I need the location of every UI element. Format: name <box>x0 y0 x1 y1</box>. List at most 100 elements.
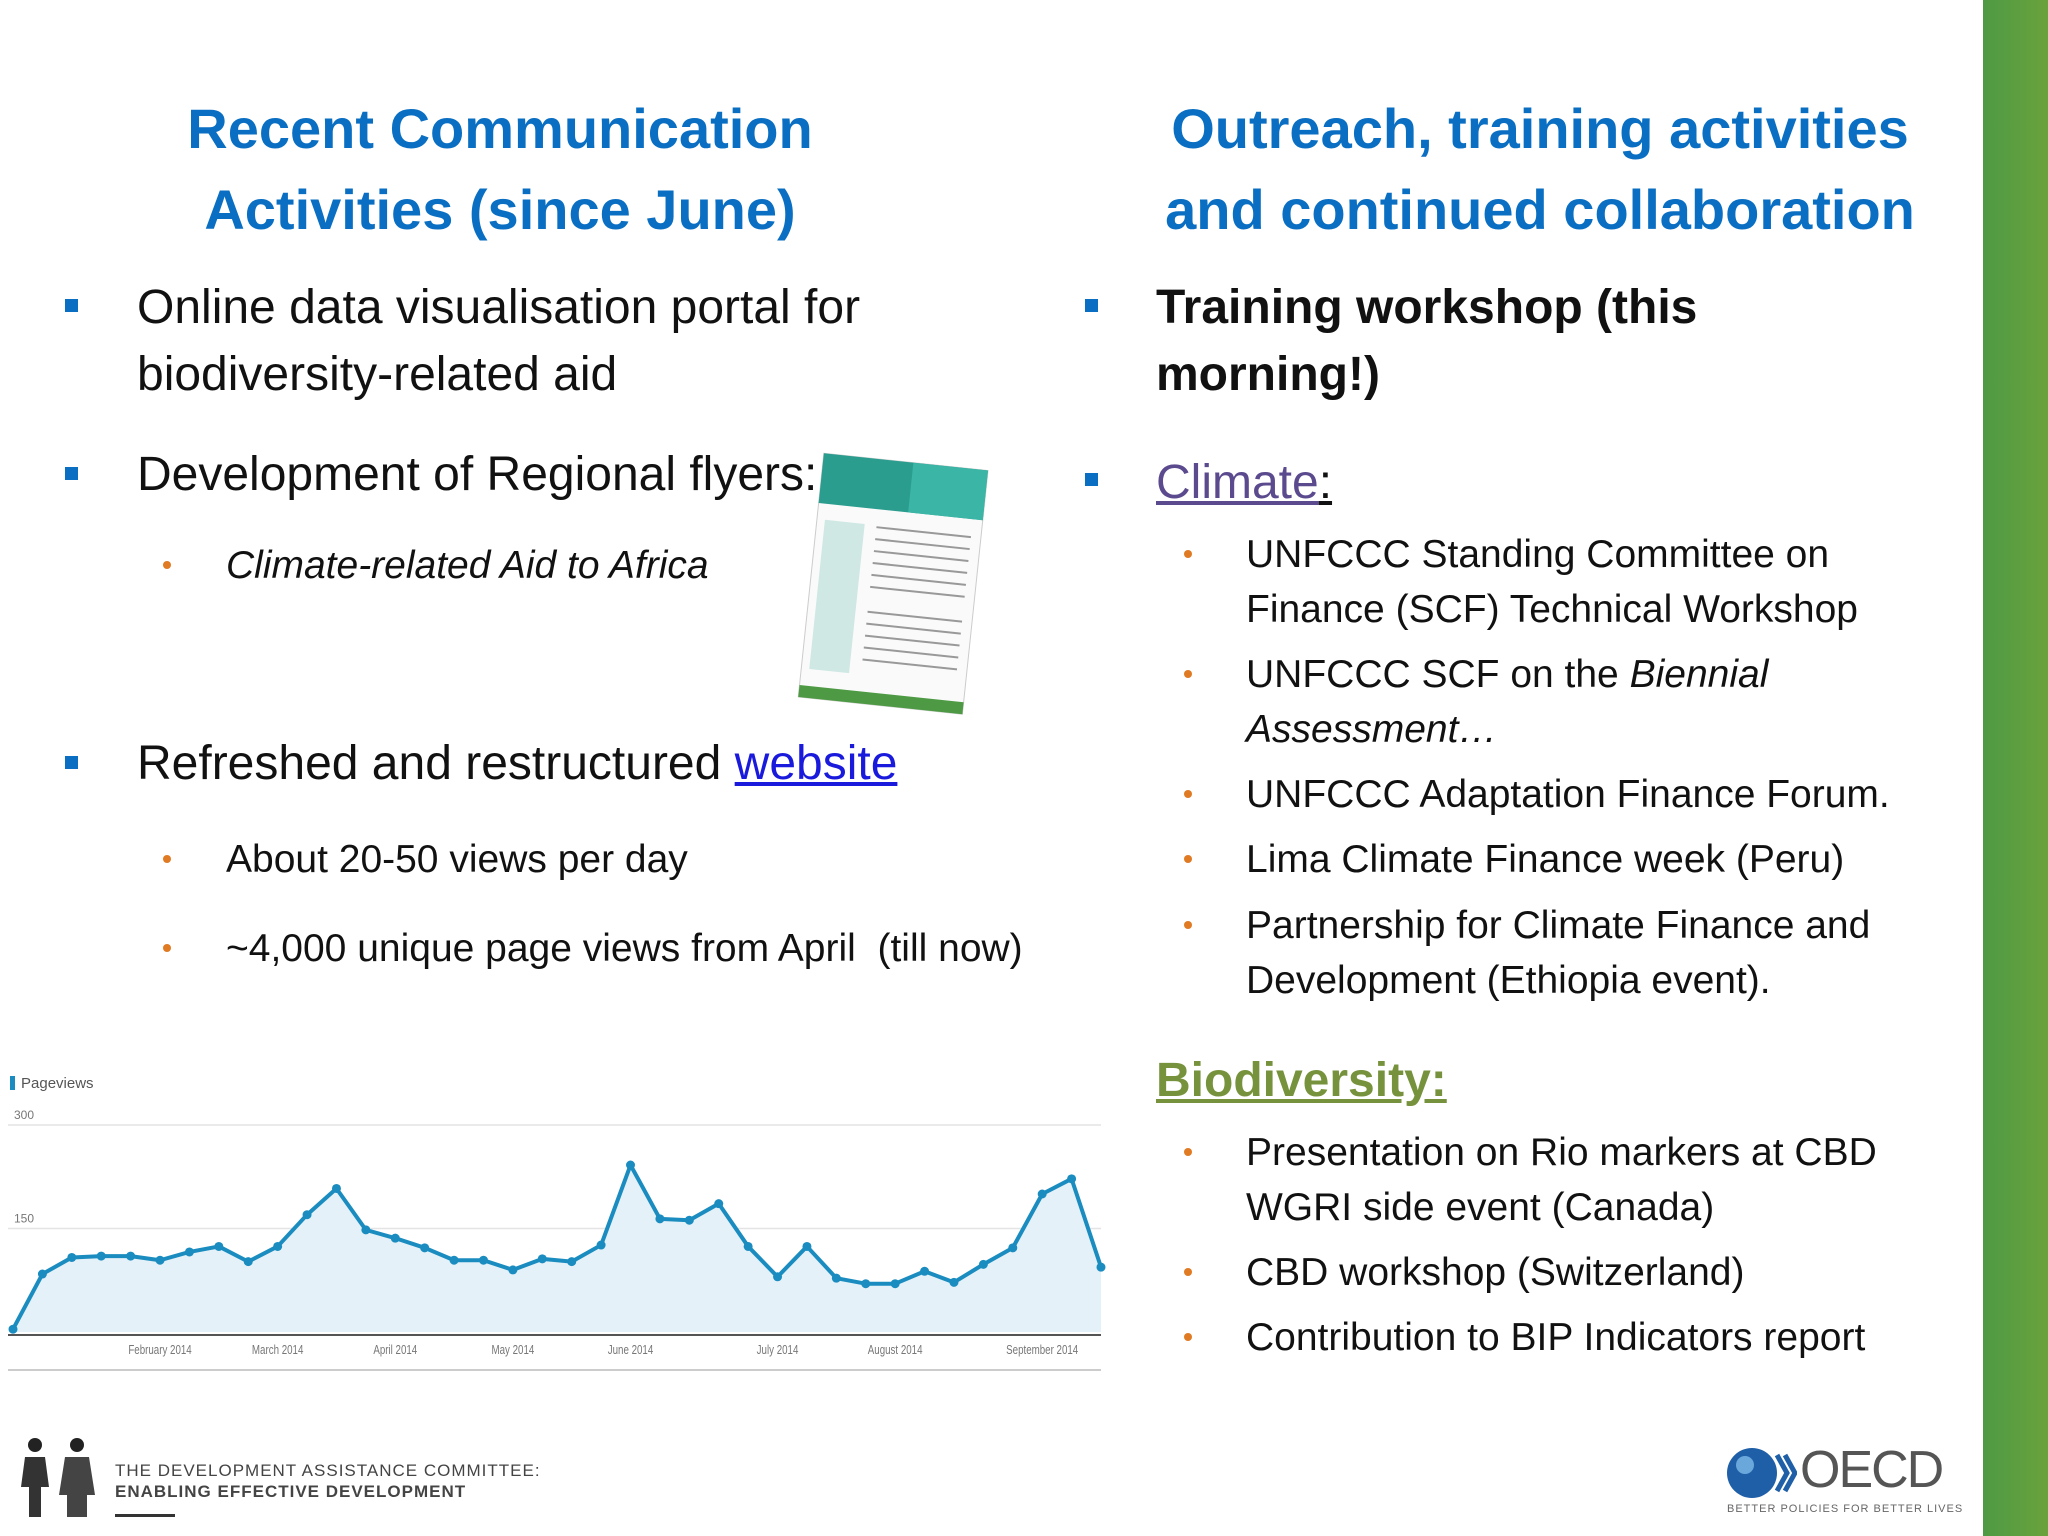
dac-rule <box>115 1514 175 1517</box>
legend-swatch <box>10 1076 15 1090</box>
oecd-wordmark: OECD <box>1800 1441 1944 1499</box>
sub-bullet <box>163 561 171 569</box>
point <box>684 1215 694 1225</box>
point <box>1096 1262 1106 1272</box>
item: Training workshop (this morning!) <box>1156 281 1698 401</box>
point <box>67 1252 77 1262</box>
sub-item: Presentation on Rio markers at CBD WGRI … <box>1246 1131 1877 1229</box>
bullet <box>65 756 78 769</box>
x-tick-label: February 2014 <box>128 1344 192 1358</box>
point <box>390 1233 400 1243</box>
oecd-globe <box>1727 1448 1797 1498</box>
sub-item: Partnership for Climate Finance and Deve… <box>1246 904 1871 1002</box>
point <box>802 1241 812 1251</box>
point <box>567 1257 577 1267</box>
point <box>920 1266 930 1276</box>
point <box>655 1214 665 1224</box>
bullet <box>65 467 78 480</box>
dac-line: THE DEVELOPMENT ASSISTANCE COMMITTEE: <box>115 1461 541 1480</box>
point <box>773 1272 783 1282</box>
point <box>537 1254 547 1264</box>
title-line: Activities (since June) <box>204 178 796 241</box>
x-tick-label: July 2014 <box>757 1344 799 1358</box>
bullet <box>1085 299 1098 312</box>
dac-text: THE DEVELOPMENT ASSISTANCE COMMITTEE: EN… <box>115 1460 541 1502</box>
flyer-thumbnail <box>797 452 989 715</box>
sub-bullet <box>1184 1148 1192 1156</box>
point <box>96 1251 106 1261</box>
point <box>890 1279 900 1289</box>
item: Development of Regional flyers: <box>137 448 818 501</box>
sub-bullet <box>163 855 171 863</box>
point <box>626 1160 636 1170</box>
sub-bullet <box>1184 670 1192 678</box>
sub-item: UNFCCC SCF on the Biennial Assessment… <box>1246 647 1806 757</box>
oecd-tagline: BETTER POLICIES FOR BETTER LIVES <box>1727 1503 1964 1515</box>
side-bar <box>1983 0 2048 1536</box>
point <box>861 1279 871 1289</box>
right-title: Outreach, training activities and contin… <box>1110 88 1970 250</box>
sub-bullet <box>1184 921 1192 929</box>
pageviews-chart: Pageviews 150 300 February 2014 March 2014 Ap… <box>0 1064 1110 1384</box>
point <box>155 1255 165 1265</box>
x-tick-label: May 2014 <box>491 1344 534 1358</box>
sub-item: About 20-50 views per day <box>226 838 688 881</box>
sub-bullet <box>1184 790 1192 798</box>
point <box>243 1257 253 1267</box>
title-line: and continued collaboration <box>1165 178 1915 241</box>
y-tick-label: 150 <box>14 1212 34 1226</box>
website-link[interactable]: website <box>734 737 898 790</box>
item-text: Refreshed and restructured <box>137 737 735 790</box>
point <box>1037 1189 1047 1199</box>
dac-figures <box>21 1438 95 1517</box>
point <box>449 1255 459 1265</box>
sub-item: UNFCCC Standing Committee on Finance (SC… <box>1246 533 1858 631</box>
heading-colon: : <box>1318 456 1333 509</box>
point <box>743 1241 753 1251</box>
item: Refreshed and restructured website <box>137 730 897 797</box>
x-tick-label: September 2014 <box>1006 1344 1079 1358</box>
point <box>1067 1174 1077 1184</box>
area <box>13 1165 1101 1332</box>
x-tick-label: June 2014 <box>608 1344 654 1358</box>
y-tick-label: 300 <box>14 1108 34 1122</box>
climate-heading: Climate <box>1156 456 1319 509</box>
point <box>273 1241 283 1251</box>
x-tick-label: April 2014 <box>373 1344 417 1358</box>
bullet <box>65 299 78 312</box>
sub-item: Climate-related Aid to Africa <box>226 544 709 587</box>
title-line: Outreach, training activities <box>1171 97 1909 160</box>
item: Climate: <box>1156 449 1332 516</box>
sub-item: UNFCCC Adaptation Finance Forum. <box>1246 773 1890 816</box>
sub-bullet <box>1184 855 1192 863</box>
sub-item: Lima Climate Finance week (Peru) <box>1246 838 1845 881</box>
line <box>11 1163 1103 1331</box>
legend-label: Pageviews <box>21 1075 94 1092</box>
sub-item: ~4,000 unique page views from April (til… <box>226 927 1023 970</box>
left-title: Recent Communication Activities (since J… <box>100 88 900 250</box>
point <box>331 1183 341 1193</box>
point <box>8 1324 18 1334</box>
point <box>302 1210 312 1220</box>
point <box>714 1199 724 1209</box>
sub-bullet <box>1184 1268 1192 1276</box>
x-tick-label: August 2014 <box>868 1344 923 1358</box>
dac-line: ENABLING EFFECTIVE DEVELOPMENT <box>115 1482 467 1501</box>
point <box>37 1269 47 1279</box>
item: Online data visualisation portal for bio… <box>137 281 861 401</box>
sub-item: CBD workshop (Switzerland) <box>1246 1251 1745 1294</box>
sub-item-italic: Biennial Assessment… <box>1246 653 1769 751</box>
sub-bullet <box>163 944 171 952</box>
biodiversity-heading: Biodiversity: <box>1156 1054 1447 1107</box>
point <box>596 1240 606 1250</box>
point <box>1008 1243 1018 1253</box>
point <box>949 1277 959 1287</box>
sub-bullet <box>1184 1333 1192 1341</box>
point <box>420 1243 430 1253</box>
point <box>184 1247 194 1257</box>
sub-bullet <box>1184 550 1192 558</box>
bullet <box>1085 473 1098 486</box>
point <box>361 1225 371 1235</box>
point <box>831 1273 841 1283</box>
